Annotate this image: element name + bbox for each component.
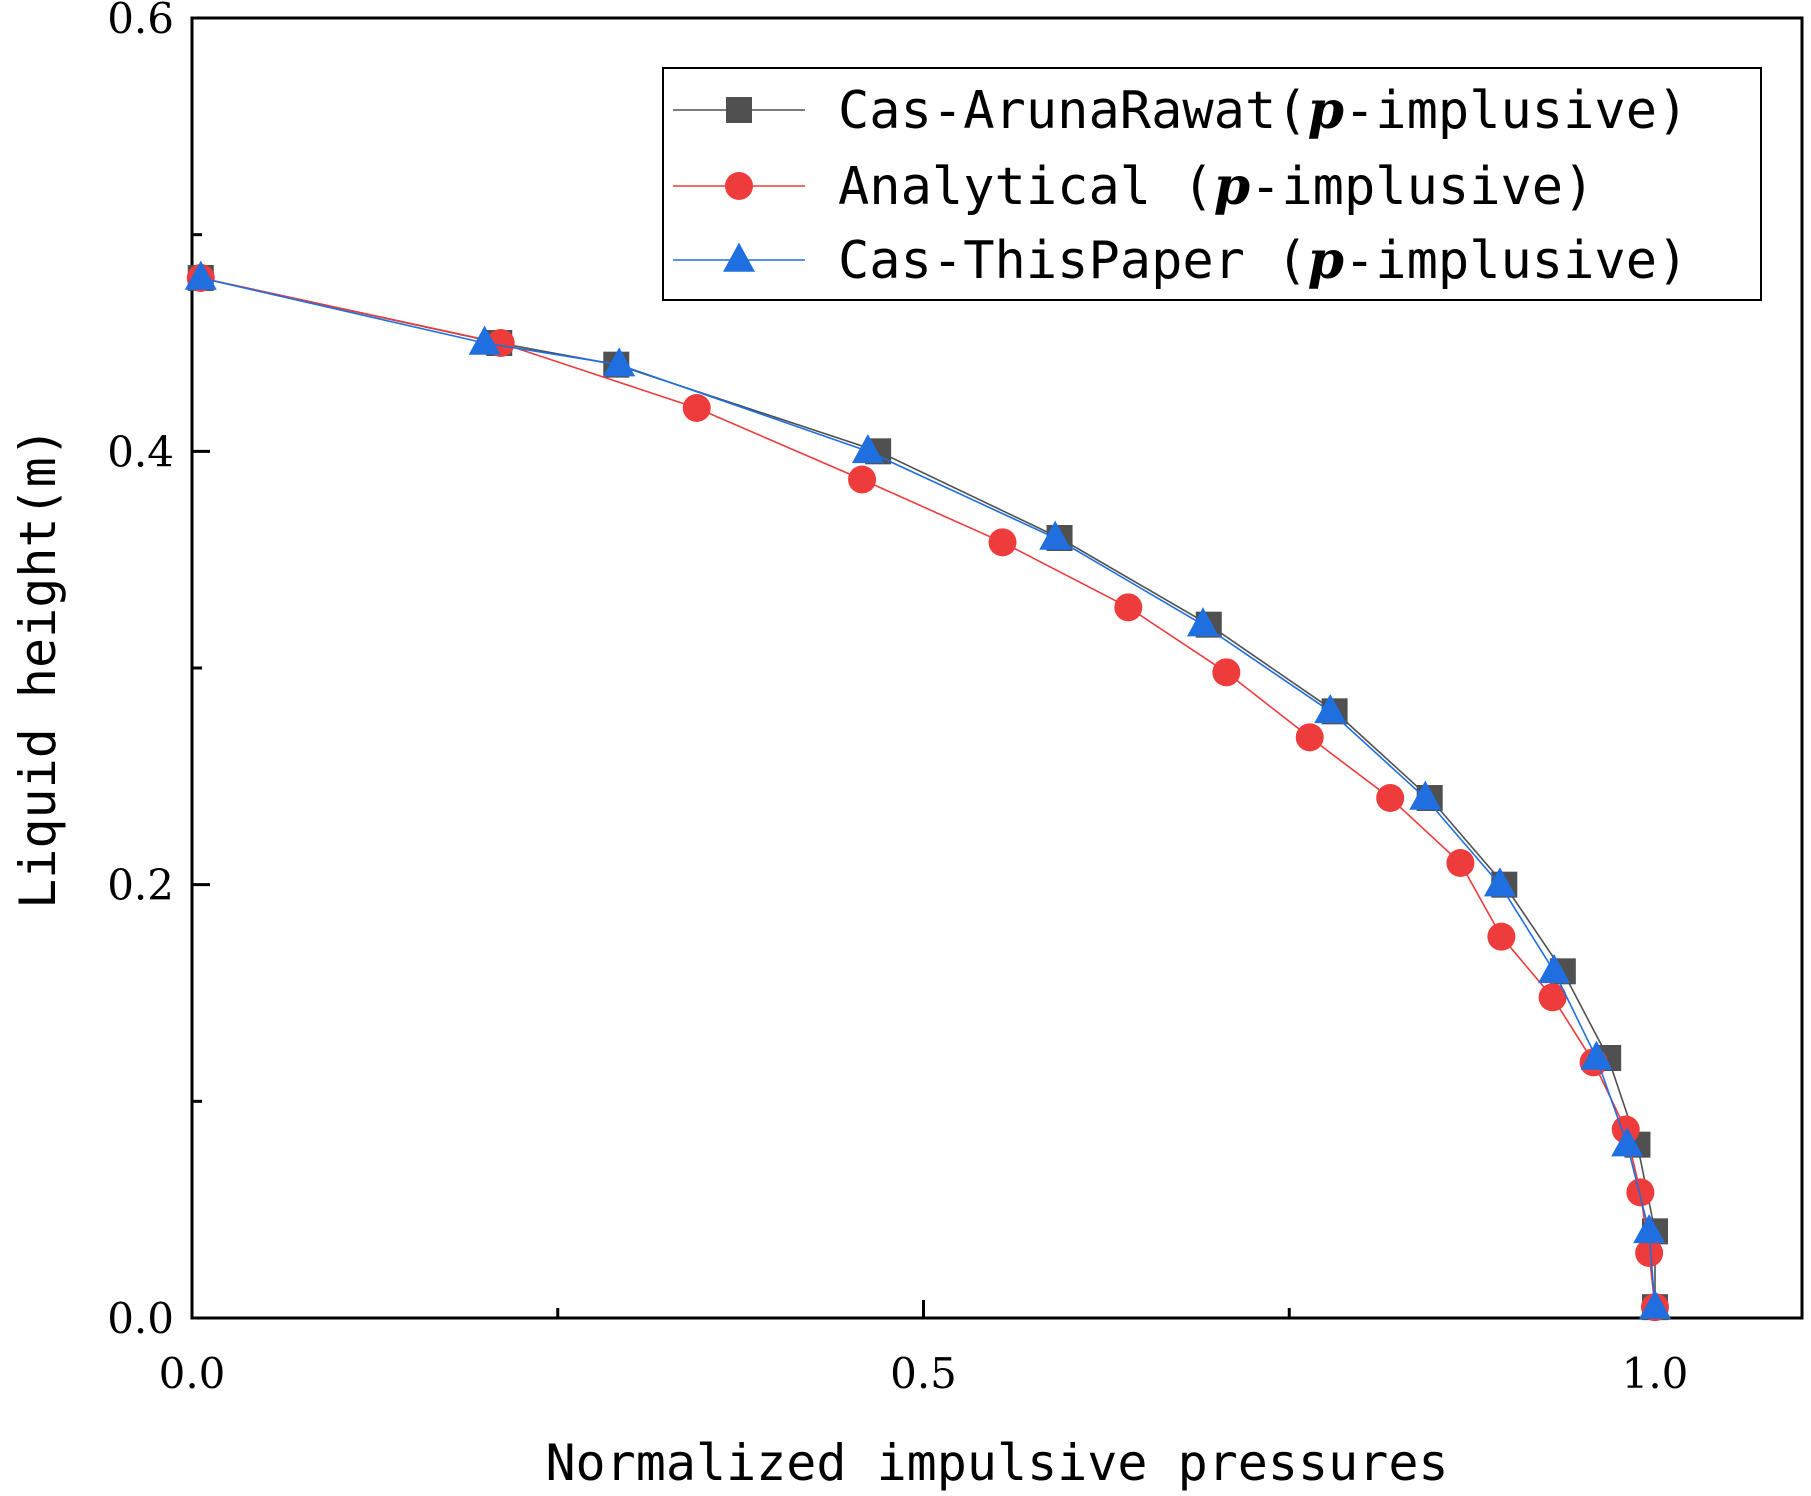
legend-swatch-marker	[723, 242, 755, 272]
y-axis-title: Liquid height(m)	[9, 427, 67, 909]
data-point	[1611, 1127, 1644, 1157]
legend-entry: Cas-ArunaRawat(p-implusive)	[673, 80, 1688, 141]
x-tick-label: 1.0	[1622, 1349, 1689, 1398]
data-point	[468, 325, 501, 355]
legend-entry: Cas-ThisPaper (p-implusive)	[673, 230, 1688, 291]
data-point	[848, 465, 877, 494]
data-point	[1487, 922, 1516, 951]
legend-label: Cas-ThisPaper (p-implusive)	[838, 230, 1688, 291]
data-point	[1186, 607, 1219, 637]
legend-suffix: -implusive)	[1344, 231, 1688, 291]
legend-entries: Cas-ArunaRawat(p-implusive)Analytical (p…	[673, 80, 1688, 291]
legend-prefix: Cas-ThisPaper (	[838, 231, 1308, 291]
data-point	[1633, 1213, 1666, 1244]
x-tick-label: 0.0	[159, 1349, 226, 1398]
legend-swatch-marker	[726, 97, 752, 123]
series-line	[200, 277, 1656, 1308]
data-point	[1626, 1178, 1655, 1207]
y-tick-label: 0.6	[107, 0, 174, 43]
data-series	[184, 260, 1671, 1322]
y-tick-label: 0.2	[107, 861, 174, 910]
data-point	[1295, 723, 1324, 752]
legend-prefix: Analytical (	[838, 157, 1214, 217]
data-point	[1483, 867, 1516, 897]
legend-prefix: Cas-ArunaRawat(	[838, 81, 1308, 141]
x-tick-label: 0.5	[890, 1349, 957, 1398]
data-point	[1538, 983, 1567, 1012]
legend-box	[662, 67, 1762, 301]
legend-label: Cas-ArunaRawat(p-implusive)	[838, 80, 1688, 141]
data-point	[1580, 1040, 1613, 1070]
data-point	[603, 347, 636, 377]
series-square	[187, 265, 1668, 1321]
data-point	[1314, 693, 1347, 724]
legend-swatch-marker	[725, 172, 753, 200]
legend-symbol: p	[1308, 80, 1344, 141]
series-circle	[186, 264, 1669, 1322]
data-point	[1409, 780, 1442, 810]
legend-suffix: -implusive)	[1344, 81, 1688, 141]
data-point	[851, 433, 884, 464]
legend: Cas-ArunaRawat(p-implusive)Analytical (p…	[662, 67, 1762, 301]
legend-symbol: p	[1308, 230, 1344, 291]
x-axis-title: Normalized impulsive pressures	[545, 1434, 1448, 1492]
data-point	[1039, 520, 1072, 550]
data-point	[682, 394, 711, 422]
legend-entry: Analytical (p-implusive)	[673, 156, 1594, 217]
data-point	[1212, 658, 1241, 687]
data-point	[1446, 849, 1475, 877]
legend-symbol: p	[1214, 156, 1250, 217]
series-triangle	[184, 260, 1671, 1319]
legend-label: Analytical (p-implusive)	[838, 156, 1594, 217]
y-tick-label: 0.4	[107, 427, 174, 476]
legend-suffix: -implusive)	[1250, 157, 1594, 217]
axis-ticks: 0.0 0.5 1.0 0.0 0.2 0.4 0.6	[107, 0, 1688, 1398]
data-point	[1114, 593, 1143, 622]
data-point	[1639, 1289, 1671, 1319]
data-point	[1635, 1239, 1664, 1267]
y-tick-label: 0.0	[107, 1294, 174, 1343]
data-point	[1538, 953, 1571, 984]
data-point	[988, 528, 1017, 557]
data-point	[184, 260, 217, 290]
data-point	[1376, 784, 1405, 812]
